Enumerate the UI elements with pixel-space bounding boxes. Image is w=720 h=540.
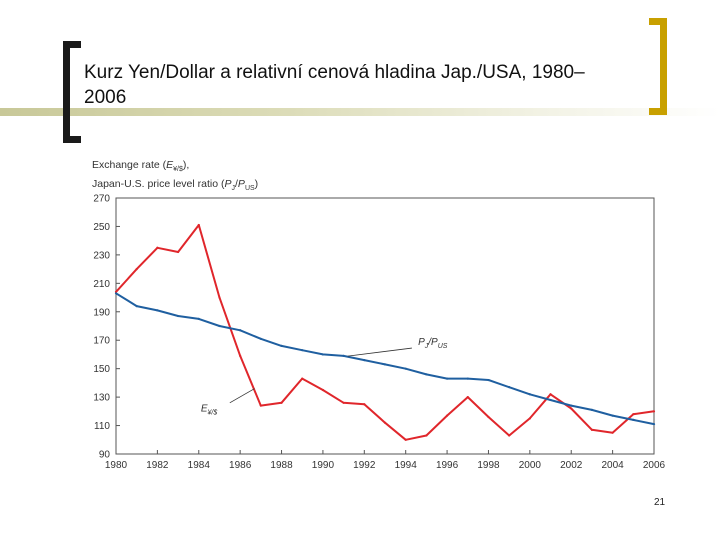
y-tick-label: 130	[93, 393, 110, 404]
exchange-rate-label-leader	[229, 388, 255, 404]
exchange-rate-point	[508, 434, 511, 437]
price-ratio-point	[445, 377, 449, 380]
x-tick-label: 1998	[477, 460, 500, 471]
price-ratio-point	[321, 353, 325, 356]
price-ratio-point	[239, 329, 242, 332]
price-ratio-point	[280, 344, 283, 348]
price-ratio-label-leader	[347, 347, 412, 357]
y-tick-label: 190	[93, 307, 110, 318]
x-tick-label: 1986	[229, 460, 252, 471]
exchange-rate-point	[197, 223, 200, 227]
x-tick-label: 1994	[395, 460, 418, 471]
exchange-rate-point	[611, 431, 614, 434]
exchange-rate-point	[404, 438, 407, 441]
exchange-rate-point	[259, 404, 262, 407]
page-number: 21	[654, 497, 666, 508]
x-tick-label: 1984	[188, 460, 211, 471]
price-ratio-point	[404, 367, 407, 370]
price-ratio-point	[176, 314, 180, 318]
exchange-rate-point	[487, 415, 490, 419]
y-axis-label: Exchange rate (E¥/$), Japan-U.S. price l…	[92, 158, 258, 196]
title-underline-bar	[0, 108, 720, 116]
exchange-rate-point	[466, 396, 469, 399]
exchange-rate-point	[383, 421, 387, 424]
price-ratio-point	[197, 317, 200, 320]
exchange-rate-point	[135, 268, 138, 271]
x-tick-label: 2002	[560, 460, 583, 471]
price-ratio-point	[218, 324, 221, 328]
x-tick-label: 1992	[353, 460, 376, 471]
price-ratio-point	[156, 309, 159, 312]
x-tick-label: 1982	[146, 460, 169, 471]
x-tick-label: 2004	[601, 460, 624, 471]
exchange-rate-point	[425, 434, 428, 437]
price-ratio-point	[652, 423, 656, 426]
price-ratio-point	[342, 354, 345, 357]
exchange-rate-point	[632, 413, 635, 416]
y-tick-label: 210	[93, 279, 110, 290]
y-tick-label: 110	[94, 421, 110, 432]
price-ratio-point	[363, 359, 366, 362]
price-ratio-point	[528, 393, 531, 396]
exchange-rate-point	[176, 250, 180, 254]
x-tick-label: 1996	[436, 460, 459, 471]
y-axis-label-line1: Exchange rate (E¥/$),	[92, 159, 190, 174]
exchange-rate-point	[321, 388, 325, 392]
price-ratio-point	[301, 349, 304, 352]
price-ratio-point	[611, 414, 614, 417]
y-tick-label: 170	[93, 336, 110, 347]
price-ratio-point	[114, 292, 118, 295]
price-ratio-point	[487, 378, 490, 382]
exchange-rate-point	[218, 296, 221, 299]
x-tick-label: 1980	[105, 460, 128, 471]
exchange-rate-point	[363, 403, 366, 406]
y-axis-label-line2: Japan-U.S. price level ratio (PJ/PUS)	[92, 178, 259, 193]
exchange-rate-point	[549, 393, 552, 396]
price-ratio-point	[508, 386, 511, 389]
y-tick-label: 230	[93, 250, 110, 261]
price-ratio-point	[632, 418, 635, 421]
slide-title: Kurz Yen/Dollar a relativní cenová hladi…	[84, 62, 585, 108]
price-ratio-point	[549, 398, 552, 402]
exchange-rate-point	[342, 401, 345, 404]
left-bracket-decoration	[63, 41, 81, 143]
price-ratio-point	[135, 304, 138, 308]
price-ratio-point	[259, 337, 262, 340]
price-ratio-point	[425, 373, 428, 376]
exchange-rate-point	[156, 246, 159, 249]
exchange-rate-point	[280, 401, 283, 404]
y-tick-label: 250	[93, 222, 110, 233]
exchange-rate-point	[445, 414, 449, 417]
exchange-rate-line	[115, 224, 655, 441]
price-ratio-series-label: PJ/PUS	[418, 337, 448, 350]
x-tick-label: 1988	[270, 460, 293, 471]
x-tick-label: 2000	[519, 460, 542, 471]
exchange-rate-point	[570, 407, 573, 410]
exchange-rate-series-label: E¥/$	[201, 403, 218, 416]
exchange-rate-point	[590, 428, 594, 431]
price-ratio-point	[590, 408, 594, 412]
exchange-rate-point	[652, 410, 656, 413]
exchange-rate-point	[528, 417, 531, 420]
price-ratio-point	[383, 363, 387, 366]
x-tick-label: 2006	[643, 460, 666, 471]
price-ratio-point	[466, 377, 469, 380]
price-ratio-line	[115, 292, 655, 426]
plot-frame	[115, 197, 655, 455]
exchange-rate-point	[239, 354, 242, 357]
x-tick-label: 1990	[312, 460, 335, 471]
y-tick-label: 90	[99, 450, 111, 461]
price-ratio-point	[570, 404, 573, 407]
y-tick-label: 150	[93, 364, 110, 375]
right-bracket-decoration	[649, 18, 667, 115]
exchange-rate-point	[301, 377, 304, 380]
y-tick-label: 270	[93, 194, 110, 205]
